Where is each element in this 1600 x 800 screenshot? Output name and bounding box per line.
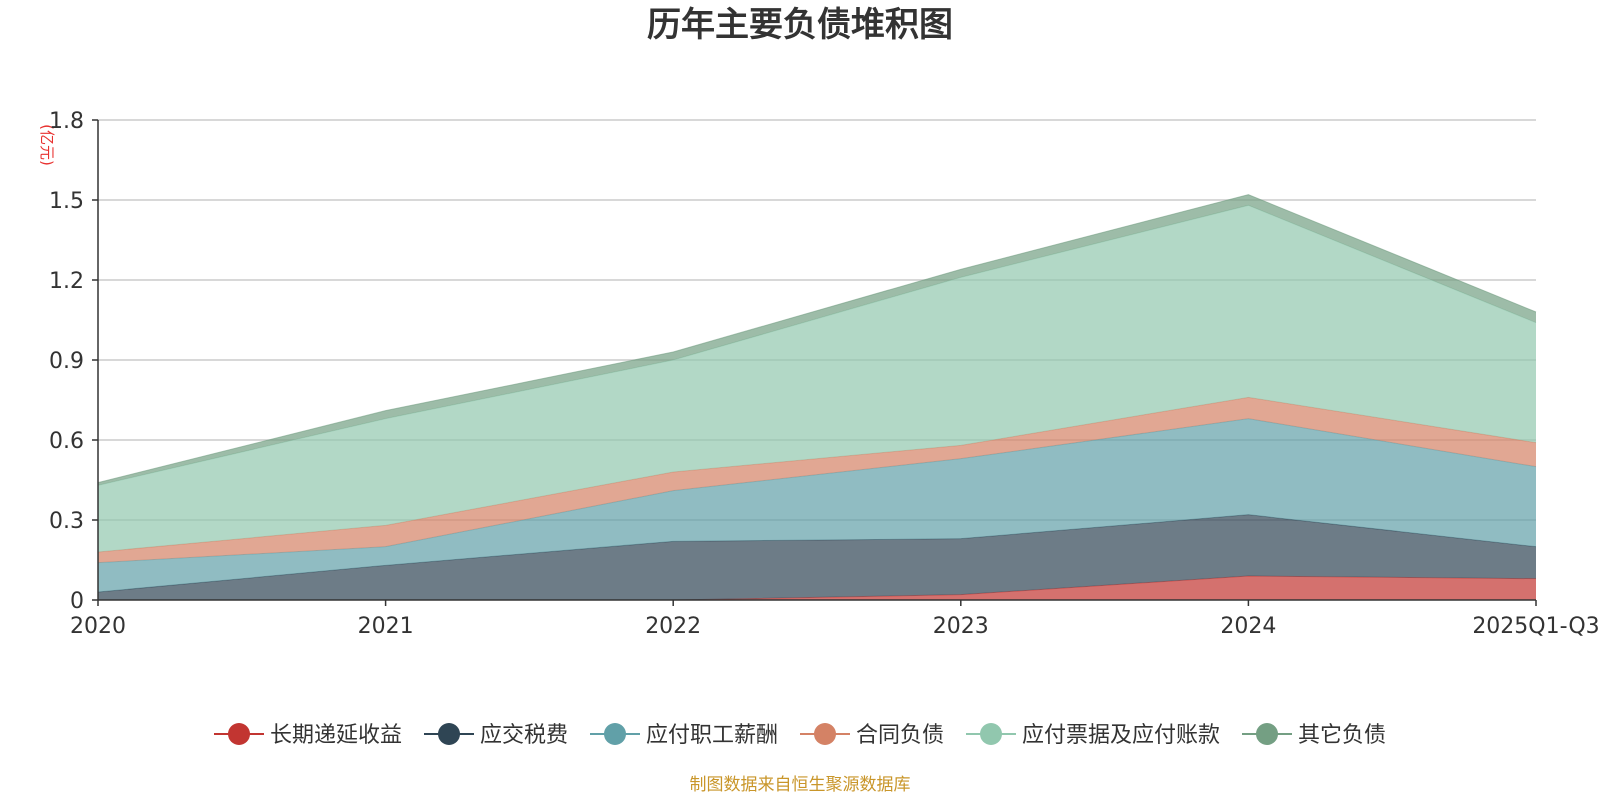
legend-marker — [814, 723, 836, 745]
legend-item-2[interactable]: 应交税费 — [424, 723, 568, 748]
y-tick-label: 1.8 — [49, 109, 84, 134]
x-tick-label: 2021 — [358, 614, 414, 639]
area-series-2 — [98, 514, 1536, 600]
x-tick-label: 2022 — [645, 614, 701, 639]
legend-marker — [438, 723, 460, 745]
area-series — [97, 194, 1537, 601]
area-series-5 — [98, 205, 1536, 553]
data-source-note: 制图数据来自恒生聚源数据库 — [690, 775, 911, 795]
legend-label: 长期递延收益 — [270, 723, 402, 748]
y-tick-label: 0.9 — [49, 349, 84, 374]
series-line-6 — [97, 194, 1537, 484]
y-tick-label: 0.3 — [49, 509, 84, 534]
x-tick-label: 2023 — [933, 614, 989, 639]
area-series-1 — [98, 576, 1536, 600]
x-tick-label: 2025Q1-Q3 — [1472, 614, 1599, 639]
y-tick-label: 0 — [70, 589, 84, 614]
legend-marker — [604, 723, 626, 745]
legend-label: 合同负债 — [856, 723, 944, 748]
y-tick-label: 0.6 — [49, 429, 84, 454]
legend-item-6[interactable]: 其它负债 — [1242, 723, 1386, 748]
legend-marker — [1256, 723, 1278, 745]
area-series-4 — [98, 397, 1536, 563]
y-tick-label: 1.2 — [49, 269, 84, 294]
y-axis-unit-label: (亿元) — [38, 124, 56, 166]
legend-item-4[interactable]: 合同负债 — [800, 723, 944, 748]
legend-item-3[interactable]: 应付职工薪酬 — [590, 723, 778, 748]
legend-label: 应付票据及应付账款 — [1022, 723, 1220, 748]
x-axis-ticks: 2020 2021 2022 2023 2024 2025Q1-Q3 — [70, 600, 1600, 639]
legend-item-1[interactable]: 长期递延收益 — [214, 723, 402, 748]
legend-label: 应付职工薪酬 — [646, 723, 778, 748]
y-tick-label: 1.5 — [49, 189, 84, 214]
x-tick-label: 2024 — [1220, 614, 1276, 639]
legend: 长期递延收益 应交税费 应付职工薪酬 合同负债 应付票据及应付账款 其它负债 — [214, 723, 1386, 748]
chart-title: 历年主要负债堆积图 — [647, 5, 953, 45]
y-axis-ticks: 0 0.3 0.6 0.9 1.2 1.5 1.8 — [49, 109, 98, 614]
x-tick-label: 2020 — [70, 614, 126, 639]
legend-label: 应交税费 — [480, 723, 568, 748]
legend-marker — [228, 723, 250, 745]
area-series-3 — [98, 418, 1536, 592]
legend-label: 其它负债 — [1298, 723, 1386, 748]
legend-item-5[interactable]: 应付票据及应付账款 — [966, 723, 1220, 748]
legend-marker — [980, 723, 1002, 745]
series-line-3 — [97, 418, 1537, 564]
